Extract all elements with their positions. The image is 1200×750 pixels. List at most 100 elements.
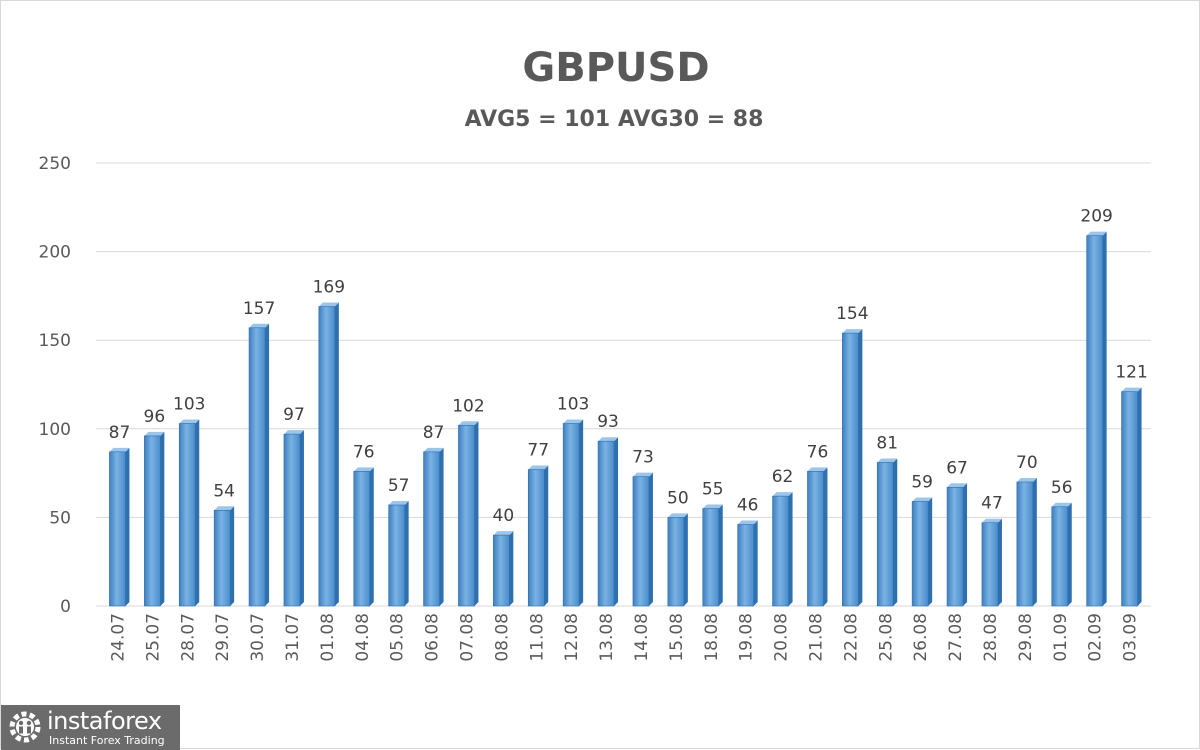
- x-tick-label: 25.07: [143, 613, 163, 662]
- bar-top: [144, 431, 165, 436]
- bar-side: [439, 447, 444, 606]
- x-axis-ticks: 24.07 25.07 28.07 29.07 30.07 31.07 01.08 04.08…: [108, 613, 1140, 662]
- x-tick-label: 03.09: [1121, 613, 1141, 662]
- bar: [737, 520, 758, 607]
- bar-top: [807, 467, 828, 472]
- y-tick-label: 200: [39, 243, 71, 263]
- data-label: 81: [876, 433, 898, 453]
- bar-top: [388, 500, 409, 505]
- x-tick-label: 27.08: [946, 613, 966, 662]
- data-label: 46: [737, 495, 759, 515]
- x-tick-label: 29.08: [1016, 613, 1036, 662]
- bar: [1051, 502, 1072, 607]
- x-tick-label: 18.08: [702, 613, 722, 662]
- bar-front: [458, 424, 475, 607]
- bar-top: [772, 492, 793, 497]
- x-tick-label: 01.08: [318, 613, 338, 662]
- bar: [1086, 231, 1107, 607]
- gridlines: [96, 162, 1151, 607]
- bar-front: [1016, 481, 1034, 607]
- bar: [353, 467, 374, 607]
- data-label: 57: [388, 476, 410, 496]
- chart-title: GBPUSD: [522, 45, 709, 91]
- bar-top: [981, 518, 1002, 523]
- bar: [632, 472, 653, 607]
- bar-front: [946, 486, 964, 607]
- data-label: 55: [702, 480, 724, 500]
- bar-front: [737, 524, 754, 607]
- bar-front: [353, 471, 371, 607]
- bar-front: [562, 423, 580, 607]
- data-label: 87: [109, 423, 131, 443]
- gear-people-icon: [9, 711, 41, 743]
- data-label: 103: [173, 394, 205, 414]
- bar-top: [1016, 477, 1037, 482]
- bar: [248, 323, 270, 607]
- data-label: 154: [836, 304, 868, 324]
- bar-top: [702, 504, 723, 509]
- x-tick-label: 31.07: [283, 613, 303, 662]
- bar: [213, 506, 235, 607]
- x-tick-label: 15.08: [667, 613, 687, 662]
- bar-top: [458, 421, 479, 426]
- data-label: 62: [772, 467, 794, 487]
- bar-side: [579, 419, 584, 606]
- bar-top: [737, 520, 758, 525]
- bar: [562, 419, 584, 607]
- bar-side: [788, 492, 793, 606]
- data-label: 70: [1016, 453, 1038, 473]
- bar-side: [230, 506, 235, 606]
- bar-side: [195, 419, 200, 606]
- bar-front: [842, 332, 859, 607]
- bar-side: [125, 447, 130, 606]
- x-tick-label: 25.08: [876, 613, 896, 662]
- data-label: 76: [807, 442, 829, 462]
- bar: [283, 430, 304, 607]
- data-label: 96: [144, 407, 166, 427]
- x-tick-label: 08.08: [492, 613, 512, 662]
- bar-front: [1121, 391, 1138, 607]
- bar-top: [667, 513, 688, 518]
- x-tick-label: 20.08: [772, 613, 792, 662]
- x-tick-label: 21.08: [806, 613, 826, 662]
- bar: [388, 500, 409, 607]
- bar-top: [947, 483, 968, 488]
- bar: [458, 421, 479, 607]
- bar-side: [928, 497, 933, 606]
- bar: [318, 302, 339, 607]
- bar-front: [1051, 506, 1069, 607]
- bar-front: [911, 501, 929, 607]
- x-tick-label: 26.08: [911, 613, 931, 662]
- x-tick-label: 29.07: [213, 613, 233, 662]
- data-label: 50: [667, 488, 689, 508]
- x-tick-label: 28.07: [178, 613, 198, 662]
- bar-side: [369, 467, 374, 606]
- bar-top: [563, 419, 584, 424]
- x-tick-label: 05.08: [388, 613, 408, 662]
- bar-top: [283, 430, 304, 435]
- bar-front: [248, 327, 266, 607]
- bar-front: [318, 306, 336, 607]
- x-tick-label: 22.08: [841, 613, 861, 662]
- bar: [109, 447, 130, 607]
- y-axis-ticks: 0 50 100 150 200 250: [39, 154, 71, 617]
- x-tick-label: 07.08: [457, 613, 477, 662]
- data-label: 209: [1080, 207, 1112, 227]
- y-tick-label: 250: [39, 154, 71, 174]
- data-label: 103: [557, 394, 589, 414]
- data-label: 67: [946, 458, 968, 478]
- data-label: 121: [1115, 363, 1147, 383]
- bar: [772, 492, 793, 607]
- x-tick-label: 06.08: [423, 613, 443, 662]
- bar: [667, 513, 688, 607]
- data-label: 76: [353, 442, 375, 462]
- bar-side: [509, 531, 514, 606]
- data-label: 59: [911, 472, 933, 492]
- bar: [702, 504, 723, 607]
- data-label: 169: [313, 278, 345, 298]
- bar-side: [299, 430, 304, 606]
- bar-front: [772, 495, 789, 607]
- bar-top: [1121, 387, 1142, 392]
- bar-front: [178, 423, 196, 607]
